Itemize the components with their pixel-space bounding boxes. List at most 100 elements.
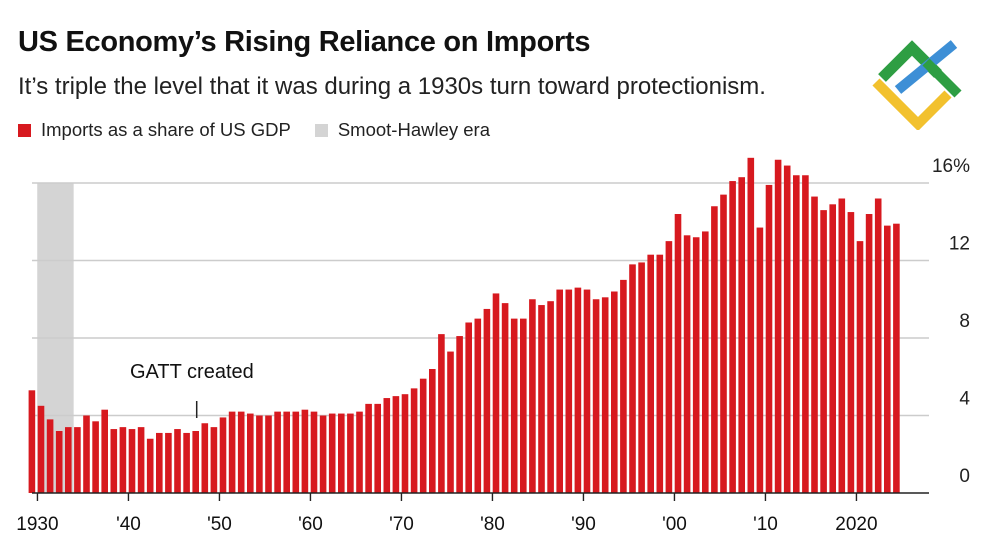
bar-1998 [656, 254, 664, 493]
bar-1935 [83, 415, 90, 493]
bar-2005 [720, 194, 727, 493]
bar-1975 [447, 351, 454, 493]
bar-1977 [465, 322, 472, 493]
legend-label-smoot-hawley: Smoot-Hawley era [337, 119, 491, 140]
y-tick-label: 8 [959, 311, 970, 332]
bar-1940 [128, 429, 136, 493]
bar-1986 [547, 301, 554, 493]
bar-1971 [410, 388, 418, 493]
legend-item-smoot-hawley: Smoot-Hawley era [314, 119, 491, 141]
bar-1952 [237, 411, 245, 493]
legend-item-imports: Imports as a share of US GDP [18, 119, 291, 141]
bar-2024 [893, 223, 900, 493]
bar-2010 [765, 184, 773, 493]
bar-2000 [674, 214, 682, 493]
legend-swatch-smoot-hawley [314, 123, 328, 137]
bar-2017 [829, 204, 836, 493]
bar-1966 [365, 403, 372, 493]
bar-1948 [201, 423, 209, 493]
bar-1968 [383, 398, 391, 493]
bar-1945 [174, 429, 181, 493]
bar-1969 [392, 396, 400, 493]
x-tick-label: 1930 [16, 514, 58, 535]
bar-1934 [74, 427, 81, 493]
bar-2011 [774, 159, 782, 493]
bar-1938 [110, 429, 118, 493]
chart-subtitle: It’s triple the level that it was during… [18, 73, 766, 100]
bar-1956 [274, 411, 281, 493]
bar-1982 [510, 318, 518, 493]
bar-1980 [492, 293, 500, 493]
bar-1967 [374, 403, 381, 493]
bar-1929 [28, 390, 36, 493]
bar-1997 [647, 254, 654, 493]
x-tick-label: '10 [753, 514, 778, 535]
bar-2022 [874, 198, 882, 493]
bar-1972 [419, 378, 427, 493]
legend-label-imports: Imports as a share of US GDP [41, 119, 291, 140]
bar-2021 [865, 214, 873, 493]
chart-title: US Economy’s Rising Reliance on Imports [18, 26, 591, 58]
bar-1954 [256, 415, 263, 493]
bar-1996 [638, 262, 645, 493]
bar-1946 [183, 432, 190, 493]
bar-1941 [137, 427, 145, 493]
x-tick-label: '50 [207, 514, 232, 535]
y-tick-label: 12 [949, 234, 970, 255]
bar-1943 [156, 432, 163, 493]
bar-1988 [565, 289, 573, 493]
bar-1959 [301, 409, 309, 493]
y-tick-label: 4 [959, 389, 970, 410]
bar-1930 [37, 405, 45, 493]
bar-1931 [46, 419, 54, 493]
bar-2014 [802, 175, 809, 493]
x-tick-label: '70 [389, 514, 414, 535]
bar-1994 [620, 279, 627, 493]
bar-1981 [501, 303, 509, 493]
bar-1951 [228, 411, 236, 493]
x-tick-label: '90 [571, 514, 596, 535]
bar-1939 [119, 427, 127, 493]
bar-1937 [101, 409, 108, 493]
legend-swatch-imports [18, 123, 31, 137]
bar-2006 [729, 181, 736, 493]
bar-1960 [310, 411, 318, 493]
bar-2008 [747, 157, 755, 493]
bar-1970 [401, 394, 409, 493]
bar-1958 [292, 411, 300, 493]
legend: Imports as a share of US GDP Smoot-Hawle… [18, 119, 514, 141]
bar-2003 [702, 231, 709, 493]
x-tick-label: '40 [116, 514, 141, 535]
bar-1976 [456, 336, 463, 493]
bar-2002 [692, 237, 700, 493]
bar-2020 [856, 241, 864, 493]
bar-1961 [319, 415, 327, 493]
bar-1947 [192, 431, 199, 493]
bar-1995 [629, 264, 636, 493]
bar-1944 [165, 432, 172, 493]
x-tick-label: 2020 [835, 514, 877, 535]
bar-2001 [683, 235, 691, 493]
bar-1964 [347, 413, 354, 493]
bar-2009 [756, 227, 764, 493]
bar-1993 [611, 291, 618, 493]
x-tick-label: '00 [662, 514, 687, 535]
bar-1955 [265, 415, 272, 493]
bar-1950 [219, 417, 227, 493]
bar-1992 [601, 297, 609, 493]
bar-1933 [65, 427, 72, 493]
bar-1949 [210, 427, 218, 493]
brand-logo-icon [872, 40, 962, 130]
bar-2018 [838, 198, 846, 493]
bar-1963 [338, 413, 345, 493]
bar-1973 [429, 369, 436, 493]
bar-2013 [793, 175, 800, 493]
bar-2023 [884, 225, 891, 493]
x-tick-label: '80 [480, 514, 505, 535]
bar-2004 [711, 206, 718, 493]
bar-1985 [538, 305, 545, 493]
bar-2016 [820, 210, 827, 493]
annotation-gatt: GATT created [130, 361, 254, 383]
bar-2015 [811, 196, 818, 493]
